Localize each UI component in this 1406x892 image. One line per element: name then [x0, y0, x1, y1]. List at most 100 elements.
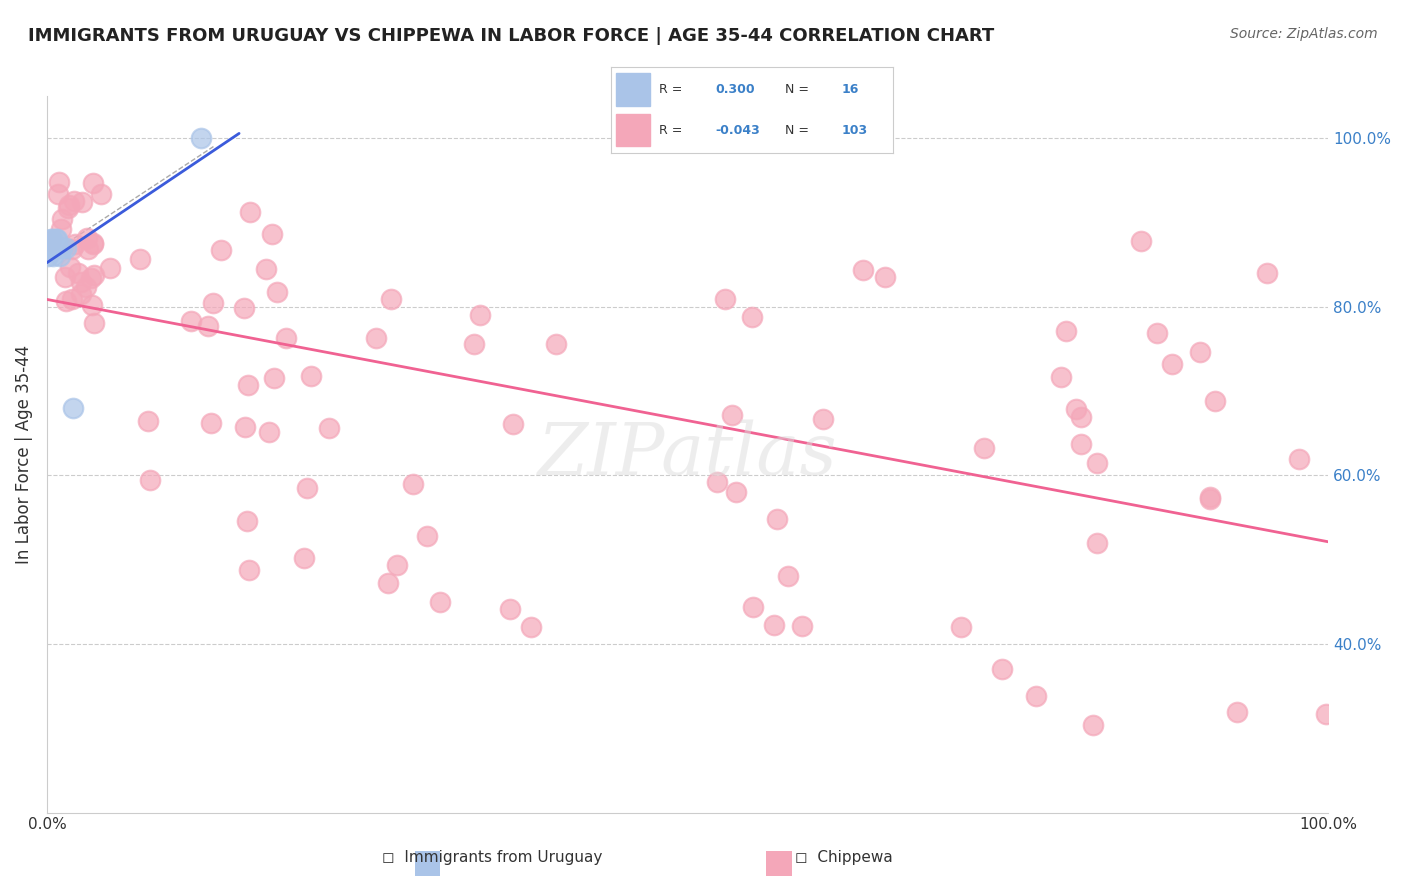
Point: [80, 298, 103, 312]
Point: [56, 201, 79, 215]
Point: [90, 187, 112, 202]
Point: [80, 271, 103, 285]
Point: [1198, 490, 1220, 504]
Point: [232, 301, 254, 315]
Point: [463, 337, 485, 351]
Point: [318, 421, 340, 435]
Point: [70, 275, 93, 289]
Point: [48, 241, 70, 255]
Point: [48, 175, 70, 189]
Point: [1025, 689, 1047, 703]
Point: [973, 441, 995, 455]
Point: [238, 563, 260, 577]
Point: [949, 620, 972, 634]
Point: [136, 413, 159, 427]
Point: [263, 370, 285, 384]
Point: [58, 198, 80, 212]
Point: [1315, 706, 1337, 721]
Point: [1160, 357, 1182, 371]
Point: [873, 270, 896, 285]
Point: [60, 292, 83, 306]
Point: [83, 316, 105, 330]
Point: [129, 252, 152, 266]
Point: [274, 331, 297, 345]
Point: [38, 241, 60, 255]
Point: [720, 408, 742, 422]
Point: [1083, 717, 1105, 731]
Point: [1146, 326, 1168, 341]
Point: [1085, 456, 1108, 470]
Point: [51, 211, 73, 226]
Point: [83, 268, 105, 282]
Y-axis label: In Labor Force | Age 35-44: In Labor Force | Age 35-44: [15, 344, 32, 564]
Point: [852, 262, 875, 277]
Point: [62, 401, 84, 415]
Point: [76, 230, 98, 244]
Point: [1256, 266, 1278, 280]
Point: [60, 242, 83, 256]
Point: [76, 242, 98, 256]
Point: [44, 241, 66, 255]
Point: [1198, 492, 1220, 507]
Point: [51, 221, 73, 235]
Point: [254, 262, 277, 277]
Point: [297, 481, 319, 495]
Point: [520, 620, 543, 634]
Point: [776, 569, 799, 583]
Point: [415, 529, 437, 543]
Point: [209, 243, 232, 257]
Point: [41, 241, 63, 255]
Point: [724, 485, 747, 500]
Point: [233, 420, 256, 434]
Point: [790, 619, 813, 633]
Point: [266, 285, 288, 300]
Point: [190, 131, 212, 145]
Point: [377, 575, 399, 590]
Point: [1288, 451, 1310, 466]
Point: [39, 241, 62, 255]
Point: [292, 550, 315, 565]
Point: [713, 292, 735, 306]
Point: [257, 425, 280, 439]
Point: [51, 241, 73, 255]
Text: ZIPatlas: ZIPatlas: [537, 419, 838, 490]
Point: [364, 331, 387, 345]
Point: [1226, 706, 1249, 720]
Point: [70, 195, 93, 210]
Point: [299, 369, 322, 384]
Point: [502, 417, 524, 431]
Point: [260, 227, 283, 242]
Point: [48, 249, 70, 263]
Text: Source: ZipAtlas.com: Source: ZipAtlas.com: [1230, 27, 1378, 41]
Point: [991, 662, 1014, 676]
Point: [39, 234, 62, 248]
Point: [236, 514, 259, 528]
Text: IMMIGRANTS FROM URUGUAY VS CHIPPEWA IN LABOR FORCE | AGE 35-44 CORRELATION CHART: IMMIGRANTS FROM URUGUAY VS CHIPPEWA IN L…: [28, 27, 994, 45]
Point: [63, 194, 86, 209]
Point: [82, 235, 104, 250]
Point: [1070, 436, 1092, 450]
Point: [55, 293, 77, 308]
Point: [1070, 410, 1092, 425]
Point: [385, 558, 408, 572]
Point: [37, 249, 59, 263]
Point: [380, 292, 402, 306]
Point: [499, 602, 522, 616]
Point: [39, 232, 62, 246]
Point: [741, 310, 763, 325]
Point: [63, 237, 86, 252]
Point: [741, 599, 763, 614]
Point: [45, 232, 67, 246]
Point: [470, 308, 492, 322]
Point: [180, 314, 202, 328]
Point: [1130, 234, 1153, 248]
Point: [46, 186, 69, 201]
Point: [706, 475, 728, 489]
Point: [201, 296, 224, 310]
Point: [1050, 370, 1073, 384]
Point: [98, 261, 121, 276]
Point: [402, 477, 425, 491]
Point: [546, 337, 568, 351]
Point: [200, 416, 222, 430]
Point: [197, 318, 219, 333]
